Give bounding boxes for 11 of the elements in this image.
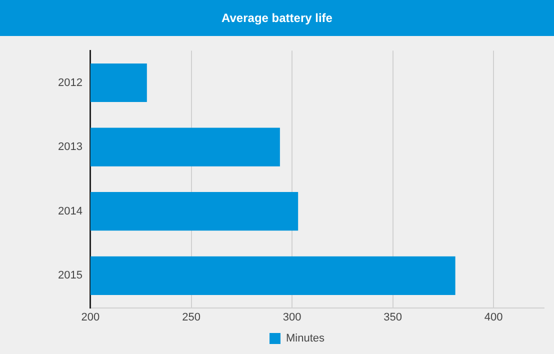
- y-tick-label: 2015: [58, 270, 82, 282]
- legend-label: Minutes: [286, 332, 326, 345]
- x-tick-label: 200: [81, 311, 100, 324]
- x-tick-label: 250: [182, 311, 200, 324]
- x-tick-label: 400: [484, 311, 503, 324]
- y-tick-label: 2012: [58, 76, 82, 89]
- y-tick-label: 2013: [58, 141, 82, 154]
- x-tick-label: 300: [282, 311, 302, 324]
- y-tick-label: 2014: [58, 205, 82, 218]
- x-tick-label: 350: [384, 311, 402, 324]
- chart-title: Average battery life: [0, 0, 554, 36]
